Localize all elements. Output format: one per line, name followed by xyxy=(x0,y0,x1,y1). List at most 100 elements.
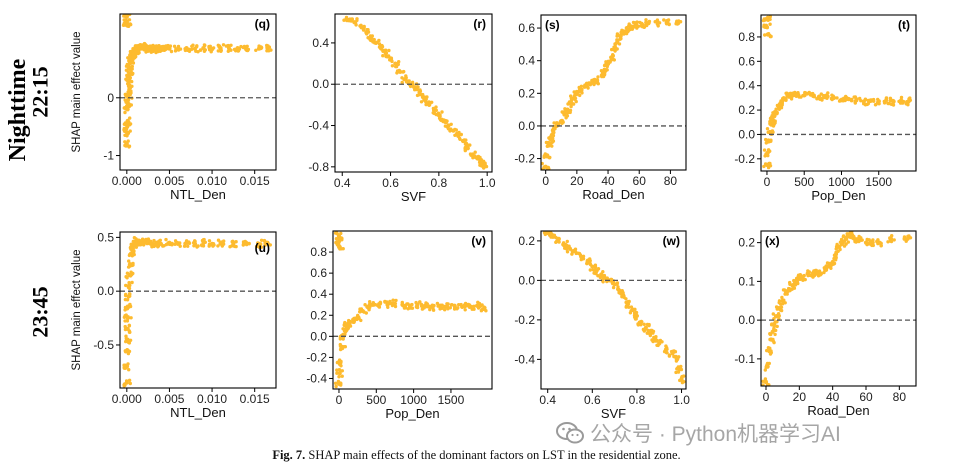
scatter-point xyxy=(557,237,561,241)
scatter-point xyxy=(394,64,398,69)
scatter-point xyxy=(164,237,168,242)
scatter-point xyxy=(229,43,233,47)
scatter-point xyxy=(123,133,127,137)
scatter-point xyxy=(194,49,198,53)
scatter-point xyxy=(123,98,127,102)
y-tick-label: -0.1 xyxy=(734,352,755,366)
scatter-point xyxy=(378,300,382,304)
scatter-point xyxy=(414,300,418,305)
scatter-point xyxy=(124,379,129,383)
scatter-point xyxy=(128,86,133,90)
scatter-point xyxy=(855,237,859,241)
scatter-panel-r: 0.4 0.6 0.8 1.0 -0.8 -0.4 0.0 0.4 SVF (r) xyxy=(308,13,496,204)
scatter-point xyxy=(227,46,231,50)
scatter-point xyxy=(172,44,177,48)
scatter-point xyxy=(865,237,869,242)
scatter-point xyxy=(346,323,351,327)
scatter-point xyxy=(130,242,134,247)
scatter-point xyxy=(765,361,770,366)
scatter-point xyxy=(216,49,220,53)
scatter-points xyxy=(541,18,683,170)
scatter-point xyxy=(628,24,633,28)
scatter-point xyxy=(589,81,593,86)
scatter-point xyxy=(401,70,405,74)
scatter-point xyxy=(866,101,870,106)
scatter-point xyxy=(418,88,422,92)
scatter-point xyxy=(178,241,182,245)
scatter-point xyxy=(594,271,598,276)
scatter-point xyxy=(782,298,786,302)
scatter-point xyxy=(763,368,767,372)
scatter-point xyxy=(546,165,550,170)
y-tick-label: 0.2 xyxy=(310,308,327,322)
scatter-point xyxy=(611,54,615,58)
scatter-point xyxy=(777,314,781,318)
scatter-point xyxy=(394,298,398,303)
row-label-2345: 23:45 xyxy=(28,286,53,337)
scatter-point xyxy=(343,332,347,337)
scatter-point xyxy=(781,302,785,306)
scatter-point xyxy=(771,312,775,316)
scatter-point xyxy=(443,308,447,312)
scatter-point xyxy=(202,49,207,53)
scatter-point xyxy=(124,23,129,27)
scatter-point xyxy=(764,23,768,28)
scatter-point xyxy=(341,327,345,331)
scatter-point xyxy=(572,249,576,253)
scatter-point xyxy=(377,305,382,309)
scatter-point xyxy=(428,307,432,312)
x-tick-label: 0.000 xyxy=(112,392,142,406)
scatter-point xyxy=(610,281,614,285)
scatter-point xyxy=(259,238,264,242)
scatter-point xyxy=(183,241,187,245)
scatter-point xyxy=(565,239,569,244)
scatter-point xyxy=(128,129,132,133)
scatter-point xyxy=(358,310,362,314)
scatter-point xyxy=(596,75,600,79)
scatter-point xyxy=(463,145,467,150)
scatter-point xyxy=(368,300,372,304)
x-axis-label: SVF xyxy=(401,189,426,204)
scatter-point xyxy=(200,243,204,248)
scatter-point xyxy=(158,238,162,242)
scatter-point xyxy=(193,239,197,243)
scatter-point xyxy=(784,291,788,296)
scatter-point xyxy=(412,85,416,89)
scatter-point xyxy=(362,310,366,314)
scatter-point xyxy=(611,285,616,290)
scatter-point xyxy=(358,307,362,311)
scatter-point xyxy=(771,339,775,343)
scatter-point xyxy=(440,110,444,114)
x-tick-label: 20 xyxy=(793,390,807,404)
scatter-point xyxy=(337,359,341,364)
scatter-point xyxy=(222,239,226,243)
scatter-point xyxy=(453,305,457,309)
scatter-point xyxy=(666,18,671,22)
scatter-point xyxy=(133,50,137,54)
scatter-point xyxy=(126,98,131,103)
scatter-point xyxy=(770,322,774,326)
x-tick-label: 0 xyxy=(336,393,343,407)
x-tick-label: 0.015 xyxy=(240,392,270,406)
scatter-point xyxy=(254,48,258,52)
scatter-point xyxy=(803,277,807,282)
y-tick-label: 0.5 xyxy=(97,230,114,244)
scatter-point xyxy=(679,364,683,369)
scatter-point xyxy=(203,43,207,48)
scatter-point xyxy=(146,49,150,53)
scatter-point xyxy=(400,76,404,80)
scatter-point xyxy=(612,58,616,62)
scatter-point xyxy=(679,367,684,372)
plot-frame xyxy=(334,13,493,173)
scatter-point xyxy=(130,263,134,268)
y-tick-label: 0.2 xyxy=(518,86,535,100)
scatter-point xyxy=(361,28,366,32)
scatter-point xyxy=(127,18,132,22)
scatter-point xyxy=(381,54,385,58)
scatter-point xyxy=(164,44,168,48)
scatter-point xyxy=(829,266,833,270)
scatter-point xyxy=(845,232,849,236)
scatter-point xyxy=(350,17,354,21)
y-tick-label: 0.0 xyxy=(310,329,327,343)
scatter-point xyxy=(780,101,784,106)
